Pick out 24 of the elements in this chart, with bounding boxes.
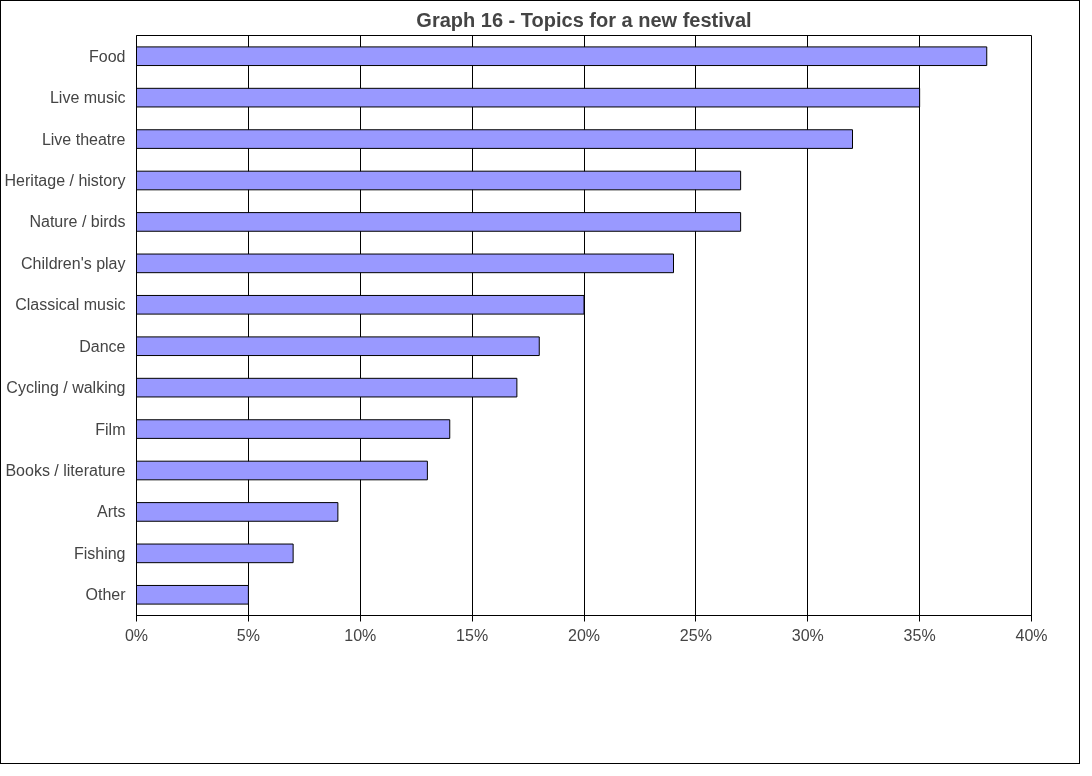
x-tick-label: 35% [903, 626, 936, 644]
y-tick-label: Other [85, 586, 127, 604]
x-tick-label: 25% [679, 626, 712, 644]
x-tick-label: 40% [1015, 626, 1048, 644]
x-tick-label: 0% [124, 626, 149, 644]
y-tick-label: Books / literature [5, 462, 126, 479]
y-tick-label: Heritage / history [4, 172, 126, 189]
chart-title: Graph 16 - Topics for a new festival [416, 8, 752, 31]
x-tick-label: 20% [567, 626, 601, 644]
y-tick-label: Live music [49, 89, 126, 107]
y-tick-label: Fishing [73, 544, 126, 562]
x-tick-label: 30% [791, 626, 824, 644]
y-tick-label: Children's play [21, 254, 126, 272]
y-tick-label: Food [89, 47, 126, 65]
y-tick-label: Dance [79, 337, 126, 355]
y-tick-label: Film [95, 420, 126, 438]
x-tick-label: 10% [344, 626, 377, 644]
x-tick-label: 5% [236, 626, 260, 644]
y-tick-label: Classical music [15, 296, 126, 314]
y-tick-label: Live theatre [41, 130, 126, 148]
y-tick-label: Cycling / walking [6, 379, 126, 397]
x-tick-label: 15% [456, 626, 489, 644]
y-tick-label: Arts [97, 503, 126, 521]
y-tick-label: Nature / birds [29, 213, 126, 231]
